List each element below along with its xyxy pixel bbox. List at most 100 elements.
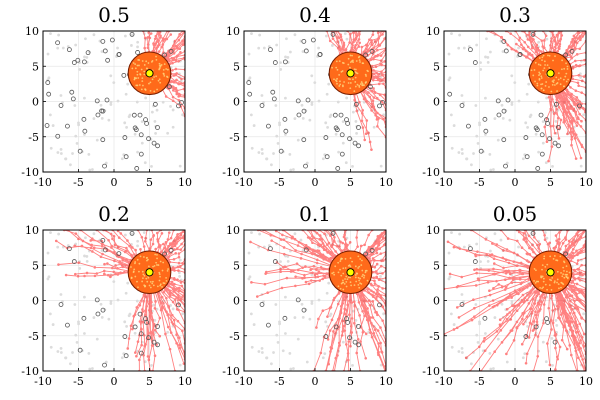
trajectory-point [522, 232, 526, 235]
background-point [128, 113, 132, 117]
disk-speckle [131, 67, 134, 70]
disk-speckle [158, 64, 161, 67]
trajectory-point [281, 233, 284, 237]
disk-speckle [363, 84, 365, 87]
trajectory-point [355, 109, 359, 113]
trajectory-point [147, 358, 151, 362]
background-point [550, 337, 554, 340]
open-marker [162, 52, 168, 58]
trajectory-point [309, 279, 313, 282]
trajectory-point [540, 39, 544, 42]
open-marker [377, 302, 382, 308]
trajectory-point [312, 264, 316, 268]
open-marker [344, 316, 349, 322]
background-point [153, 120, 157, 123]
disk-speckle [148, 82, 150, 85]
disk-speckle [556, 90, 558, 92]
trajectory-point [352, 300, 356, 304]
trajectory-point [577, 74, 581, 77]
trajectory-point [128, 244, 131, 248]
trajectory-point [353, 321, 356, 325]
open-marker [356, 143, 361, 149]
open-marker [129, 230, 135, 236]
trajectory-point [550, 145, 554, 148]
trajectory-point [370, 148, 373, 151]
background-point [379, 275, 382, 278]
trajectory-point [178, 336, 181, 339]
open-marker [344, 117, 349, 123]
disk-speckle [364, 269, 367, 272]
trajectory-point [482, 340, 486, 343]
disk-speckle [162, 68, 165, 71]
trajectory-point [315, 268, 318, 272]
background-point [345, 96, 349, 100]
trajectory-point [93, 274, 97, 278]
trajectory-point [376, 48, 379, 52]
trajectory-point [515, 309, 519, 312]
open-marker [133, 127, 139, 133]
trajectory-point [164, 332, 167, 336]
background-point [452, 323, 456, 326]
background-point [56, 245, 60, 249]
trajectory-point [174, 44, 178, 48]
disk-speckle [158, 68, 161, 71]
trajectory-point [577, 117, 580, 121]
trajectory-point [571, 251, 574, 255]
open-marker [338, 112, 344, 118]
trajectory-point [345, 243, 349, 247]
trajectory-point [569, 353, 573, 357]
trajectory-point [504, 271, 508, 275]
background-point [517, 46, 520, 50]
y-tick-label: 0 [233, 295, 240, 308]
trajectory-point [181, 262, 184, 265]
trajectory-point [382, 117, 385, 121]
background-point [88, 168, 92, 172]
trajectory-point [289, 270, 293, 273]
background-point [247, 251, 251, 255]
trajectory-point [168, 59, 171, 63]
open-marker [138, 331, 144, 337]
background-point [501, 50, 505, 53]
disk-speckle [544, 84, 547, 87]
disk-speckle [136, 70, 139, 73]
disk-speckle [552, 81, 555, 83]
background-point [257, 151, 261, 154]
trajectory-point [578, 64, 582, 67]
background-point [284, 295, 287, 299]
background-point [88, 367, 92, 371]
trajectory-point [550, 46, 554, 50]
trajectory-point [377, 243, 381, 247]
trajectory-point [575, 96, 579, 99]
open-marker [100, 237, 106, 243]
background-point [457, 46, 461, 50]
background-point [344, 161, 348, 165]
open-marker [301, 137, 307, 143]
background-point [51, 124, 55, 127]
y-tick-label: 5 [233, 60, 240, 73]
trajectory-point [336, 46, 340, 50]
background-point [59, 94, 63, 97]
disk-speckle [145, 277, 148, 280]
disk-speckle [162, 282, 165, 284]
open-marker [179, 100, 184, 105]
disk-speckle [155, 261, 158, 264]
trajectory-point [549, 44, 552, 47]
trajectory-point [147, 31, 151, 34]
disk-speckle [338, 74, 341, 76]
background-point [48, 312, 52, 316]
trajectory-point [326, 243, 329, 247]
background-point [496, 337, 500, 341]
open-marker [556, 125, 561, 130]
trajectory-point [130, 254, 134, 258]
trajectory-point [377, 292, 381, 296]
background-point [493, 117, 497, 120]
disk-speckle [333, 78, 335, 81]
background-point [281, 349, 285, 353]
background-point [379, 363, 383, 367]
background-point [317, 99, 321, 103]
disk-speckle [349, 61, 352, 64]
disk-speckle [156, 254, 158, 256]
trajectory-point [483, 349, 487, 352]
trajectory-point [536, 335, 540, 338]
trajectory-point [339, 311, 343, 315]
